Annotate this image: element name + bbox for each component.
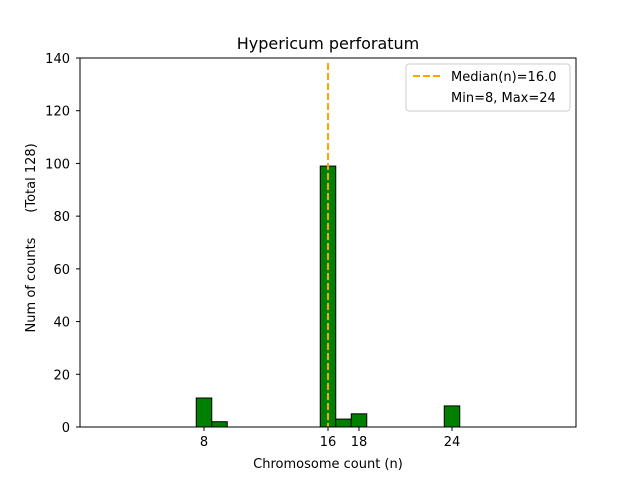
- legend: Median(n)=16.0 Min=8, Max=24: [405, 63, 571, 112]
- histogram-bar: [335, 418, 352, 428]
- histogram-bar: [350, 413, 368, 428]
- y-tick-label: 100: [45, 157, 70, 172]
- y-tick-label: 20: [53, 368, 70, 383]
- y-tick-label: 40: [53, 316, 70, 331]
- y-axis-label: Num of counts: [24, 237, 39, 332]
- y-tick-label: 120: [45, 105, 70, 120]
- bars-layer: [87, 165, 499, 428]
- histogram-bar: [195, 397, 213, 428]
- y-axis: 0 20 40 60 80 100 120 140: [45, 52, 80, 436]
- y-axis-total-label: (Total 128): [24, 143, 39, 212]
- x-axis-label: Chromosome count (n): [253, 457, 403, 472]
- legend-median-label: Median(n)=16.0: [451, 70, 557, 85]
- histogram-bar: [443, 405, 461, 428]
- y-tick-label: 60: [53, 263, 70, 278]
- y-tick-label: 140: [45, 52, 70, 67]
- x-tick-label: 24: [444, 435, 461, 450]
- x-tick-label: 18: [351, 435, 368, 450]
- x-tick-label: 8: [200, 435, 208, 450]
- x-tick-label: 16: [320, 435, 337, 450]
- legend-minmax-label: Min=8, Max=24: [451, 91, 556, 106]
- y-tick-label: 80: [53, 210, 70, 225]
- legend-box: [405, 63, 571, 112]
- chart-title: Hypericum perforatum: [237, 34, 420, 53]
- histogram-bar: [211, 421, 228, 428]
- x-axis: 8 16 18 24: [200, 427, 460, 450]
- y-tick-label: 0: [62, 421, 70, 436]
